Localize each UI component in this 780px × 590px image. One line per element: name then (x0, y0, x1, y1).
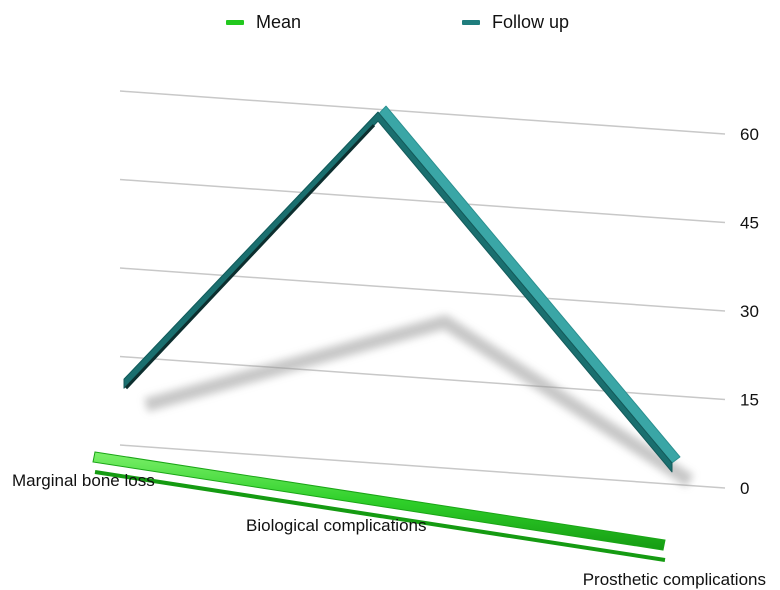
y-tick-label-15: 15 (740, 391, 759, 410)
grid-line-30 (119, 267, 726, 312)
legend-swatch-mean (226, 20, 244, 25)
y-tick-label-45: 45 (740, 214, 759, 233)
category-label-2: Prosthetic complications (583, 570, 766, 589)
grid-line-0 (119, 444, 726, 489)
category-label-1: Biological complications (246, 516, 426, 535)
chart-legend: Mean Follow up (0, 12, 780, 40)
series-follow-up-front (123, 111, 673, 473)
category-label-0: Marginal bone loss (12, 471, 155, 490)
legend-label-follow-up: Follow up (492, 12, 570, 32)
series-mean-edge (94, 470, 666, 562)
y-tick-label-0: 0 (740, 479, 749, 498)
legend-swatch-follow-up (462, 20, 480, 25)
y-tick-label-30: 30 (740, 302, 759, 321)
y-axis-ticks: 0 15 30 45 60 (740, 125, 759, 498)
series-follow-up-edge (124, 124, 376, 390)
category-labels: Marginal bone loss Biological complicatio… (12, 471, 766, 589)
grid-line-45 (119, 178, 726, 224)
legend-item-mean[interactable]: Mean (226, 12, 301, 33)
series-follow-up-top (123, 105, 681, 464)
y-tick-label-60: 60 (740, 125, 759, 144)
legend-item-follow-up[interactable]: Follow up (462, 12, 569, 33)
series-mean-ribbon (92, 451, 666, 551)
line-shadow (144, 315, 694, 487)
legend-label-mean: Mean (256, 12, 302, 32)
follow-up-shadow (144, 315, 694, 487)
grid-line-60 (119, 90, 726, 135)
series-layer (92, 105, 681, 562)
